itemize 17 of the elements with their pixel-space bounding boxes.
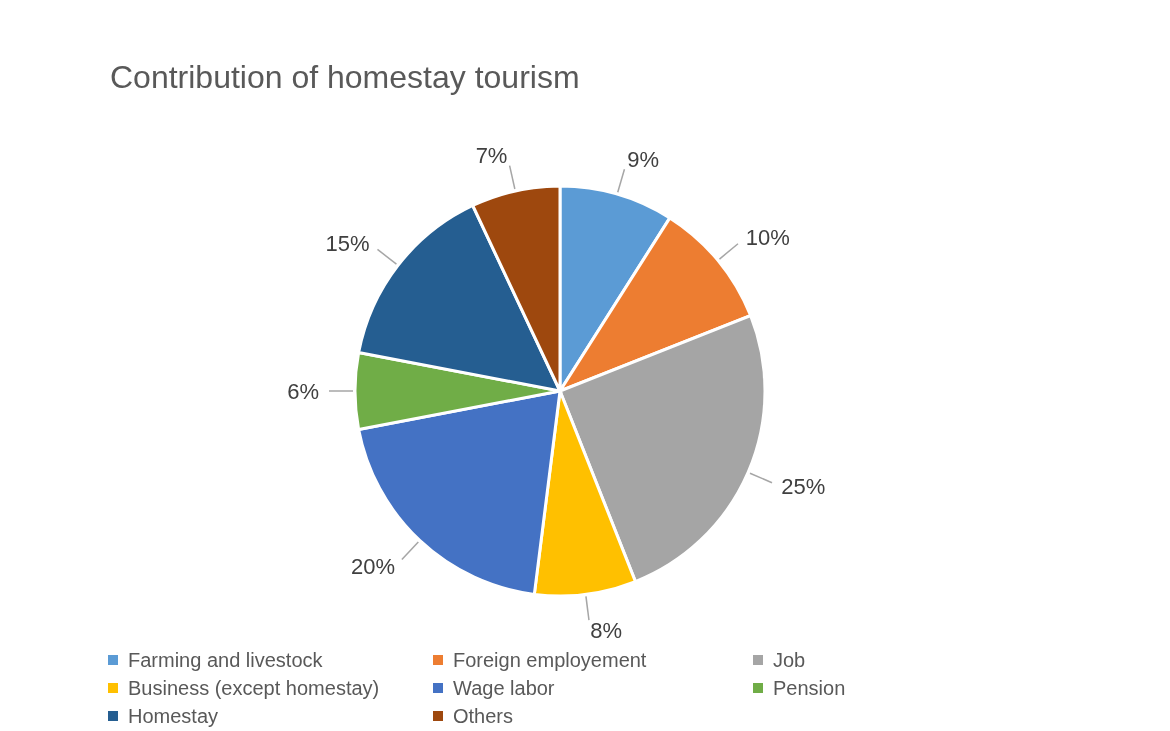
legend-label: Foreign employement <box>453 648 647 672</box>
legend-label: Business (except homestay) <box>128 676 380 700</box>
legend-label: Farming and livestock <box>128 648 323 672</box>
data-label: 10% <box>745 224 790 250</box>
data-label: 15% <box>325 230 370 256</box>
data-label: 6% <box>287 378 319 404</box>
data-label: 7% <box>475 143 508 169</box>
data-label: 20% <box>350 554 396 580</box>
data-label: 8% <box>590 617 622 643</box>
data-label: 9% <box>627 147 660 173</box>
legend-label: Pension <box>773 676 846 700</box>
legend-label: Wage labor <box>453 676 555 700</box>
legend-label: Job <box>773 648 806 672</box>
chart-title: Contribution of homestay tourism <box>110 59 580 95</box>
legend-label: Homestay <box>128 704 219 728</box>
legend-label: Others <box>453 704 514 728</box>
data-label: 25% <box>781 474 826 500</box>
